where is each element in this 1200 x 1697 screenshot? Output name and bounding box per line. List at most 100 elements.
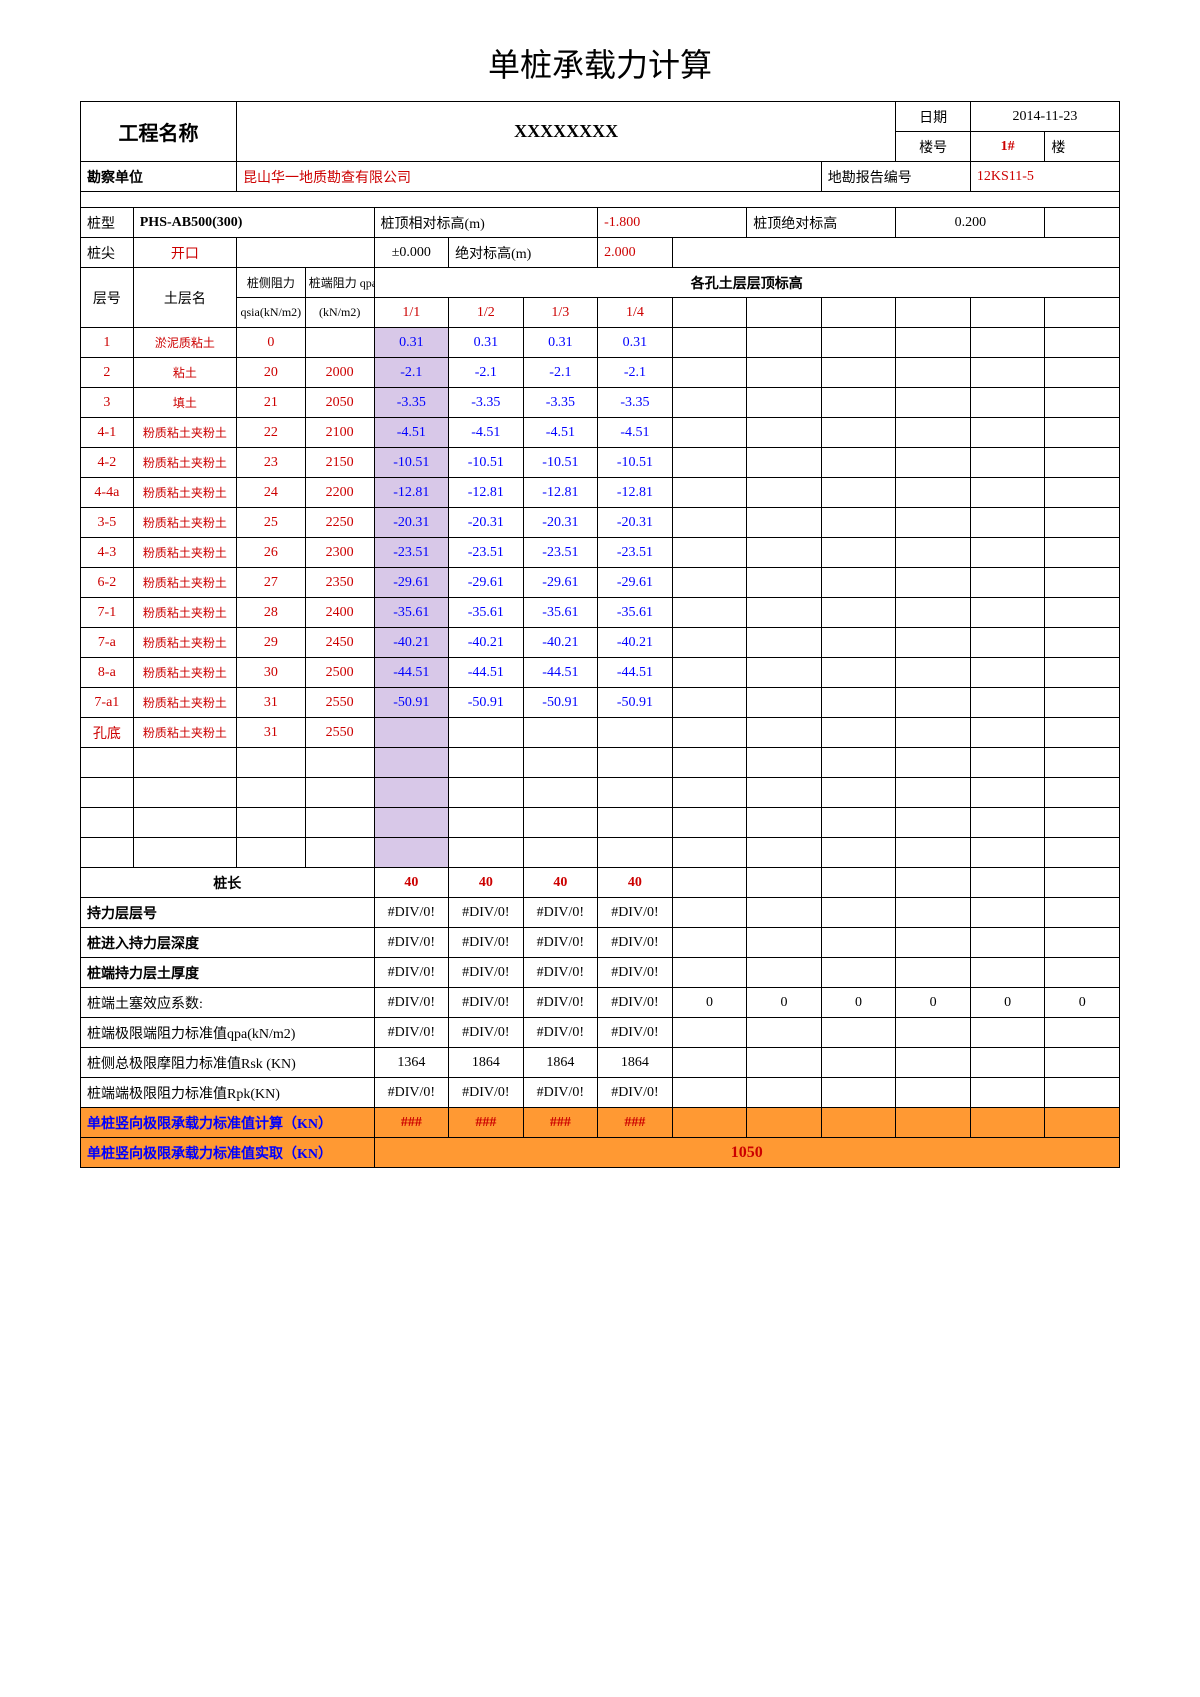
table-cell [305,328,374,358]
table-cell: 22 [236,418,305,448]
table-cell: -2.1 [598,358,673,388]
col-qpa-2: (kN/m2) [305,298,374,328]
table-cell: -2.1 [374,358,449,388]
table-cell: -4.51 [523,418,598,448]
table-cell: 6-2 [81,568,134,598]
rpk-label: 桩端端极限阻力标准值Rpk(KN) [81,1078,375,1108]
table-cell [747,418,822,448]
hole-2: 1/2 [449,298,524,328]
building-no: 1# [970,132,1045,162]
table-cell [821,508,896,538]
table-cell: -4.51 [374,418,449,448]
table-cell [672,448,747,478]
table-cell [970,718,1045,748]
hole-3: 1/3 [523,298,598,328]
table-cell: 2550 [305,688,374,718]
table-cell: -12.81 [598,478,673,508]
table-cell: -20.31 [374,508,449,538]
table-cell [747,478,822,508]
table-cell [896,658,971,688]
table-cell [747,718,822,748]
building-unit: 楼 [1045,132,1120,162]
table-cell: -40.21 [374,628,449,658]
table-cell [896,568,971,598]
table-cell [821,568,896,598]
table-cell: 2350 [305,568,374,598]
table-cell: -10.51 [374,448,449,478]
table-cell: 31 [236,688,305,718]
div0-cell: #DIV/0! [449,988,524,1018]
rsk-3: 1864 [523,1048,598,1078]
table-cell: -50.91 [598,688,673,718]
table-cell [970,568,1045,598]
table-cell: 粉质粘土夹粉土 [133,508,236,538]
table-cell: -23.51 [374,538,449,568]
div0-cell: #DIV/0! [374,1018,449,1048]
table-cell: -44.51 [523,658,598,688]
table-cell: -44.51 [449,658,524,688]
table-cell [1045,328,1120,358]
table-cell [821,688,896,718]
table-cell: 0.31 [374,328,449,358]
table-cell [970,538,1045,568]
pile-length-label: 桩长 [81,868,375,898]
rsk-1: 1364 [374,1048,449,1078]
div0-cell: #DIV/0! [598,988,673,1018]
hash-cell: ### [449,1108,524,1138]
table-cell: -3.35 [523,388,598,418]
top-rel: -1.800 [598,208,747,238]
col-qpa-1: 桩端阻力 qpa [305,268,374,298]
table-cell [1045,358,1120,388]
table-cell [747,598,822,628]
table-cell: 2 [81,358,134,388]
table-cell: 2150 [305,448,374,478]
col-layer-name: 土层名 [133,268,236,328]
table-cell: 29 [236,628,305,658]
table-cell: 2000 [305,358,374,388]
pile-length-3: 40 [523,868,598,898]
table-cell [747,688,822,718]
table-cell [970,658,1045,688]
div0-cell: #DIV/0! [523,898,598,928]
table-cell: 25 [236,508,305,538]
table-cell: 2500 [305,658,374,688]
div0-cell: #DIV/0! [523,988,598,1018]
table-cell: -12.81 [374,478,449,508]
tolerance: ±0.000 [374,238,449,268]
table-cell [449,718,524,748]
table-cell: -50.91 [449,688,524,718]
table-cell: 2250 [305,508,374,538]
table-cell [896,388,971,418]
table-cell [896,508,971,538]
table-cell [821,538,896,568]
table-cell: 孔底 [81,718,134,748]
table-cell: -2.1 [523,358,598,388]
table-cell [672,538,747,568]
table-cell [747,448,822,478]
table-cell: 淤泥质粘土 [133,328,236,358]
hole-1: 1/1 [374,298,449,328]
table-cell: 23 [236,448,305,478]
table-cell [672,598,747,628]
table-cell: -4.51 [598,418,673,448]
table-cell: -35.61 [374,598,449,628]
table-cell: 粉质粘土夹粉土 [133,658,236,688]
zero-cell: 0 [672,988,747,1018]
div0-cell: #DIV/0! [523,1078,598,1108]
table-cell [821,628,896,658]
main-table: 工程名称 XXXXXXXX 日期 2014-11-23 楼号 1# 楼 勘察单位… [80,101,1120,1168]
table-cell [821,418,896,448]
table-cell: -40.21 [449,628,524,658]
bearing-layer-label: 持力层层号 [81,898,375,928]
table-cell: 3-5 [81,508,134,538]
table-cell [598,718,673,748]
survey-unit: 昆山华一地质勘查有限公司 [236,162,821,192]
table-cell: -50.91 [374,688,449,718]
table-cell [747,658,822,688]
qpa-std-label: 桩端极限端阻力标准值qpa(kN/m2) [81,1018,375,1048]
table-cell [970,418,1045,448]
table-cell [747,358,822,388]
pile-length-4: 40 [598,868,673,898]
table-cell: -35.61 [598,598,673,628]
table-cell [1045,568,1120,598]
